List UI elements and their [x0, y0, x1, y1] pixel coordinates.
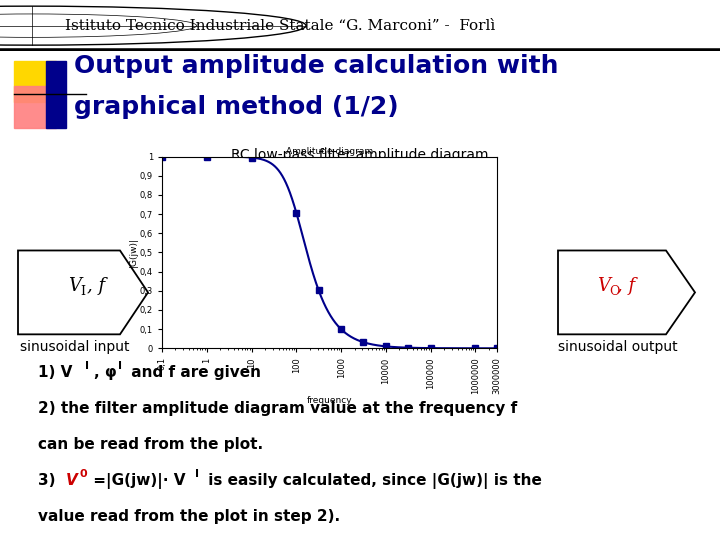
Text: 1) V: 1) V [38, 365, 73, 380]
Text: V: V [66, 473, 78, 488]
Text: I: I [195, 469, 199, 479]
Text: RC low-pass filter amplitude diagram: RC low-pass filter amplitude diagram [231, 147, 489, 161]
Text: V: V [597, 278, 610, 295]
Text: can be read from the plot.: can be read from the plot. [38, 437, 263, 452]
Bar [14, 86, 56, 129]
Bar [14, 60, 56, 103]
Text: 0: 0 [79, 469, 86, 479]
Text: graphical method (1/2): graphical method (1/2) [74, 96, 399, 119]
Text: sinusoidal input: sinusoidal input [20, 340, 130, 354]
Text: , f: , f [617, 278, 635, 295]
Text: Istituto Tecnico Industriale Statale “G. Marconi” -  Forlì: Istituto Tecnico Industriale Statale “G.… [65, 19, 495, 32]
Text: , φ: , φ [94, 365, 117, 380]
Text: O: O [609, 285, 619, 298]
X-axis label: frequency: frequency [307, 396, 352, 404]
Text: value read from the plot in step 2).: value read from the plot in step 2). [38, 509, 340, 524]
Text: 3): 3) [38, 473, 60, 488]
Text: I: I [118, 361, 122, 372]
Text: I: I [85, 361, 89, 372]
Title: Amplitude diagram: Amplitude diagram [286, 147, 373, 156]
Bar [46, 60, 66, 129]
Text: and f are given: and f are given [126, 365, 261, 380]
Text: I: I [80, 285, 85, 298]
Text: 2) the filter amplitude diagram value at the frequency f: 2) the filter amplitude diagram value at… [38, 401, 517, 416]
Text: , f: , f [87, 278, 105, 295]
Text: Output amplitude calculation with: Output amplitude calculation with [74, 53, 559, 78]
Text: sinusoidal output: sinusoidal output [558, 340, 678, 354]
Text: is easily calculated, since |G(jw)| is the: is easily calculated, since |G(jw)| is t… [203, 473, 542, 489]
Text: =|G(jw)|· V: =|G(jw)|· V [88, 473, 186, 489]
Y-axis label: |G(jw)|: |G(jw)| [130, 238, 138, 267]
Text: V: V [68, 278, 81, 295]
